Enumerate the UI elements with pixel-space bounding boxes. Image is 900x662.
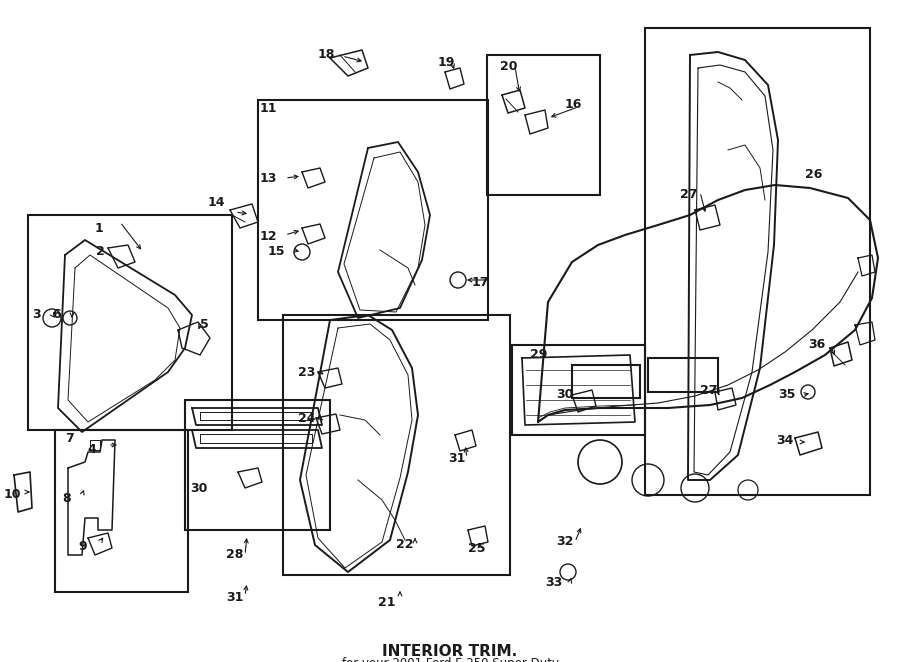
Text: 8: 8 — [62, 492, 70, 505]
Text: 3: 3 — [32, 308, 40, 321]
Bar — [283, 315, 510, 575]
Text: 10: 10 — [4, 488, 22, 501]
Text: 23: 23 — [298, 366, 315, 379]
Text: 28: 28 — [226, 548, 243, 561]
Text: 2: 2 — [96, 245, 104, 258]
Text: 12: 12 — [260, 230, 277, 243]
Text: 27: 27 — [680, 188, 698, 201]
Text: 21: 21 — [378, 596, 395, 609]
Text: 11: 11 — [260, 102, 277, 115]
Text: 9: 9 — [78, 540, 86, 553]
Text: 22: 22 — [396, 538, 413, 551]
Text: 19: 19 — [438, 56, 455, 69]
Text: 24: 24 — [298, 412, 316, 425]
Bar — [572, 365, 640, 398]
Text: 29: 29 — [530, 348, 547, 361]
Text: 20: 20 — [500, 60, 518, 73]
Text: 30: 30 — [556, 388, 573, 401]
Text: 31: 31 — [226, 591, 243, 604]
Text: 25: 25 — [468, 542, 485, 555]
Text: 30: 30 — [190, 482, 207, 495]
Bar — [28, 215, 232, 430]
Text: 4: 4 — [87, 443, 95, 456]
Text: 18: 18 — [318, 48, 336, 61]
Text: 13: 13 — [260, 172, 277, 185]
Bar — [487, 55, 600, 195]
Bar — [645, 28, 870, 495]
Bar — [512, 345, 645, 435]
Text: 27: 27 — [700, 384, 717, 397]
Text: 26: 26 — [805, 168, 823, 181]
Text: 32: 32 — [556, 535, 573, 548]
Text: 7: 7 — [65, 432, 74, 445]
Bar — [648, 358, 718, 392]
Text: 16: 16 — [565, 98, 582, 111]
Bar — [258, 100, 488, 320]
Text: 1: 1 — [95, 222, 104, 235]
Text: 17: 17 — [472, 276, 490, 289]
Text: INTERIOR TRIM.: INTERIOR TRIM. — [382, 644, 518, 659]
Text: 5: 5 — [200, 318, 209, 331]
Text: 34: 34 — [776, 434, 794, 447]
Bar — [185, 400, 330, 530]
Text: 31: 31 — [448, 452, 465, 465]
Text: 6: 6 — [52, 308, 60, 321]
Text: 36: 36 — [808, 338, 825, 351]
Text: 15: 15 — [268, 245, 285, 258]
Text: 35: 35 — [778, 388, 796, 401]
Text: 14: 14 — [208, 196, 226, 209]
Bar — [55, 430, 188, 592]
Text: for your 2001 Ford F-250 Super Duty: for your 2001 Ford F-250 Super Duty — [341, 657, 559, 662]
Text: 33: 33 — [545, 576, 562, 589]
